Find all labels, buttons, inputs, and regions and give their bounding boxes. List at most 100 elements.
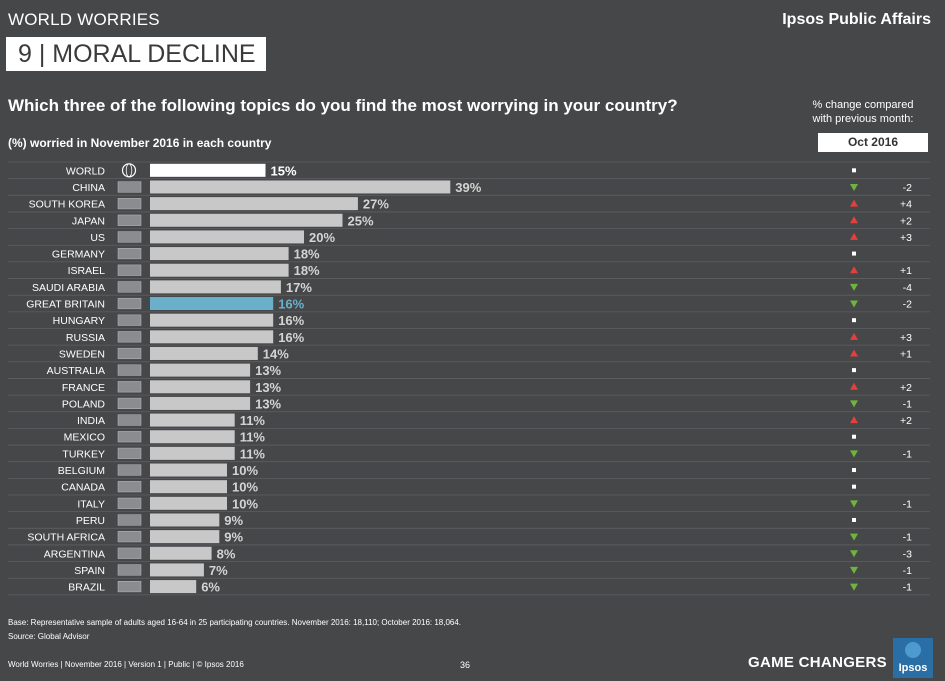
- bar: [150, 280, 281, 294]
- country-label: CHINA: [72, 182, 105, 194]
- no-change-icon: [852, 251, 856, 256]
- value-label: 18%: [294, 263, 320, 278]
- down-arrow-icon: [850, 533, 858, 541]
- flag-icon: [117, 431, 142, 443]
- value-label: 6%: [201, 580, 220, 595]
- bar: [150, 180, 451, 194]
- change-label: +3: [900, 232, 912, 244]
- page-number: 36: [460, 660, 471, 670]
- tagline: GAME CHANGERS: [748, 654, 887, 671]
- bar: [150, 197, 358, 211]
- country-label: SAUDI ARABIA: [32, 282, 105, 294]
- value-label: 16%: [278, 297, 304, 312]
- country-label: FRANCE: [62, 382, 105, 394]
- value-label: 10%: [232, 480, 258, 495]
- country-label: JAPAN: [72, 215, 105, 227]
- question-text: Which three of the following topics do y…: [8, 96, 678, 115]
- up-arrow-icon: [850, 382, 858, 390]
- down-arrow-icon: [850, 566, 858, 574]
- change-heading-line2: with previous month:: [812, 113, 914, 125]
- bar: [150, 580, 197, 594]
- bar: [150, 530, 220, 544]
- country-label: ISRAEL: [68, 265, 106, 277]
- change-label: +1: [900, 348, 912, 360]
- country-label: BRAZIL: [68, 582, 105, 594]
- no-change-icon: [852, 368, 856, 373]
- flag-icon: [117, 198, 142, 210]
- country-label: MEXICO: [64, 432, 105, 444]
- bar: [150, 163, 266, 177]
- change-heading-line1: % change compared: [812, 99, 914, 111]
- country-label: GREAT BRITAIN: [26, 299, 105, 311]
- country-label: ARGENTINA: [44, 548, 105, 560]
- value-label: 16%: [278, 330, 304, 345]
- flag-icon: [117, 181, 142, 193]
- country-label: SOUTH KOREA: [29, 199, 105, 211]
- bar: [150, 247, 289, 261]
- up-arrow-icon: [850, 199, 858, 207]
- flag-icon: [117, 264, 142, 276]
- logo-text: Ipsos: [898, 662, 928, 674]
- flag-icon: [117, 547, 142, 559]
- flag-icon: [117, 314, 142, 326]
- chart-subtitle: (%) worried in November 2016 in each cou…: [8, 136, 272, 150]
- value-label: 9%: [224, 530, 243, 545]
- bar: [150, 480, 227, 494]
- value-label: 11%: [240, 446, 266, 461]
- change-label: -1: [903, 582, 912, 594]
- flag-icon: [117, 531, 142, 543]
- change-label: +3: [900, 332, 912, 344]
- up-arrow-icon: [850, 416, 858, 424]
- no-change-icon: [852, 318, 856, 323]
- country-label: SOUTH AFRICA: [27, 532, 105, 544]
- change-label: -1: [903, 532, 912, 544]
- value-label: 25%: [348, 213, 374, 228]
- flag-icon: [117, 248, 142, 260]
- value-label: 13%: [255, 363, 281, 378]
- flag-icon: [117, 481, 142, 493]
- bar: [150, 430, 235, 444]
- change-label: -1: [903, 565, 912, 577]
- change-label: +4: [900, 199, 912, 211]
- flag-icon: [117, 397, 142, 410]
- change-label: -4: [903, 282, 912, 294]
- flag-icon: [117, 214, 142, 226]
- change-label: -2: [903, 299, 912, 311]
- bar: [150, 346, 258, 360]
- brand-name: Ipsos Public Affairs: [782, 11, 931, 28]
- base-note: Base: Representative sample of adults ag…: [8, 618, 462, 627]
- change-label: -1: [903, 448, 912, 460]
- up-arrow-icon: [850, 349, 858, 357]
- bar: [150, 513, 220, 527]
- country-label: TURKEY: [62, 448, 105, 460]
- value-label: 10%: [232, 496, 258, 511]
- country-label: GERMANY: [52, 249, 105, 261]
- bar: [150, 496, 227, 510]
- bar: [150, 330, 274, 344]
- value-label: 27%: [363, 197, 389, 212]
- down-arrow-icon: [850, 583, 858, 591]
- ipsos-logo: Ipsos: [893, 638, 933, 678]
- flag-icon: [117, 464, 142, 476]
- globe-meridian: [125, 163, 133, 178]
- country-label: PERU: [76, 515, 105, 527]
- value-label: 13%: [255, 396, 281, 411]
- bar: [150, 263, 289, 277]
- change-heading: % change compared with previous month:: [803, 98, 923, 126]
- down-arrow-icon: [850, 400, 858, 408]
- no-change-icon: [852, 468, 856, 473]
- flag-icon: [117, 447, 142, 459]
- flag-icon: [117, 414, 142, 426]
- value-label: 13%: [255, 380, 281, 395]
- flag-icon: [117, 231, 142, 243]
- country-label: HUNGARY: [53, 315, 105, 327]
- value-label: 11%: [240, 430, 266, 445]
- flag-icon: [117, 497, 142, 509]
- country-label: ITALY: [77, 498, 105, 510]
- bar: [150, 363, 251, 377]
- value-label: 7%: [209, 563, 228, 578]
- no-change-icon: [852, 484, 856, 489]
- change-label: +2: [900, 382, 912, 394]
- no-change-icon: [852, 168, 856, 173]
